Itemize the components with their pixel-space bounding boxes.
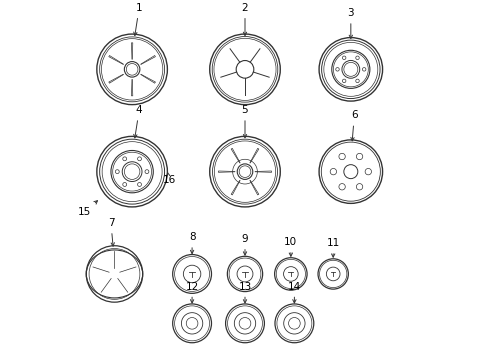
Text: 7: 7 xyxy=(108,218,115,246)
Text: 11: 11 xyxy=(326,238,340,257)
Text: 5: 5 xyxy=(242,105,248,138)
Text: 8: 8 xyxy=(189,232,196,253)
Text: 13: 13 xyxy=(238,282,252,303)
Text: 4: 4 xyxy=(134,105,143,138)
Text: 14: 14 xyxy=(288,282,301,303)
Text: 6: 6 xyxy=(351,111,358,141)
Text: 15: 15 xyxy=(78,201,98,217)
Text: 10: 10 xyxy=(284,237,297,256)
Text: 9: 9 xyxy=(242,234,248,255)
Text: 1: 1 xyxy=(134,3,143,36)
Text: 12: 12 xyxy=(185,282,199,303)
Text: 16: 16 xyxy=(163,172,176,185)
Text: 3: 3 xyxy=(347,8,354,39)
Text: 2: 2 xyxy=(242,3,248,36)
